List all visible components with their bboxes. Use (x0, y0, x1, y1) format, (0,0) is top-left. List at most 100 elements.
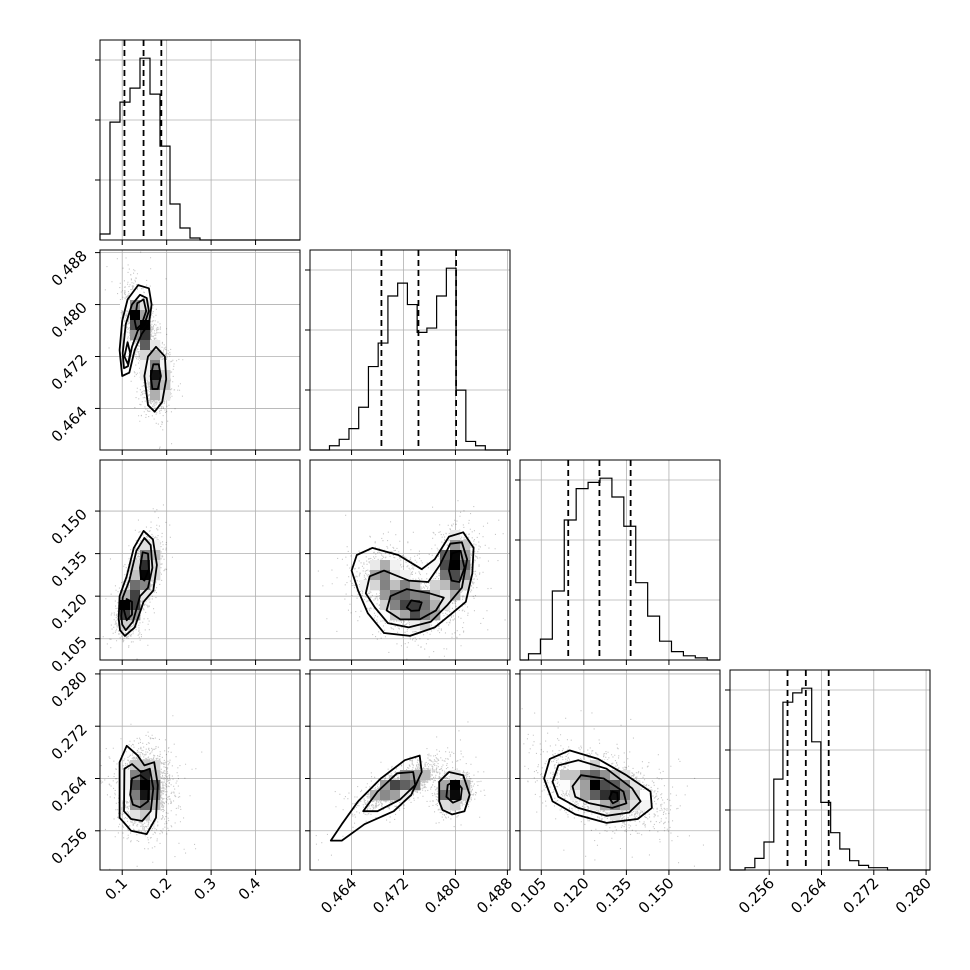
contour-1-2-1 (364, 541, 468, 629)
panel-frame-1-2 (309, 459, 511, 661)
contour-0-1-5 (149, 363, 162, 390)
x-tick-label-1-1: 0.472 (369, 874, 412, 917)
density-bin-2-3-12-6 (580, 790, 591, 801)
hist-panel-0 (95, 39, 301, 245)
density-bin-1-3-12-8 (390, 790, 401, 801)
density-bin-1-2-12-14 (450, 580, 461, 591)
pair-panel-1-2 (305, 459, 511, 665)
density-bin-0-1-7-4 (140, 320, 151, 331)
density-bin-0-3-14-4 (140, 810, 151, 821)
panel-frame-0-3 (99, 669, 301, 871)
panel-frame-2-3 (519, 669, 721, 871)
density-bin-0-1-10-4 (140, 350, 151, 361)
density-bin-2-3-11-10 (620, 780, 631, 791)
x-tick-label-1-0: 0.464 (317, 874, 360, 917)
panel-frame-0-1 (99, 249, 301, 451)
density-bin-0-2-14-3 (130, 600, 141, 611)
density-bin-2-3-12-8 (600, 790, 611, 801)
contour-1-2-3 (448, 549, 466, 583)
density-bin-0-2-12-4 (140, 580, 151, 591)
contour-2-3-2 (571, 774, 628, 809)
pair-panel-0-3 (95, 669, 301, 875)
density-bin-1-2-8-15 (460, 540, 471, 551)
contour-1-3-2 (438, 771, 471, 816)
x-tick-label-2-0: 0.105 (507, 874, 550, 917)
x-tick-label-3-2: 0.272 (840, 874, 883, 917)
density-bin-1-2-10-6 (370, 560, 381, 571)
density-bin-0-1-9-5 (150, 340, 161, 351)
density-bin-1-3-11-14 (450, 780, 461, 791)
density-bin-1-2-11-6 (370, 570, 381, 581)
x-tick-label-0-2: 0.3 (190, 874, 220, 904)
density-bin-1-2-11-15 (460, 570, 471, 581)
density-bin-2-3-12-11 (630, 790, 641, 801)
contour-0-3-1 (123, 763, 155, 822)
density-bin-1-2-15-12 (430, 610, 441, 621)
density-bin-0-2-11-4 (140, 570, 151, 581)
density-bin-0-2-8-5 (150, 540, 161, 551)
density-bin-1-2-12-12 (430, 580, 441, 591)
density-bin-0-2-13-2 (120, 590, 131, 601)
histogram-step-2 (520, 477, 720, 661)
density-bin-1-2-13-10 (410, 590, 421, 601)
contour-0-2-1 (120, 537, 154, 632)
density-bin-1-2-12-6 (370, 580, 381, 591)
y-tick-label-2-3: 0.150 (48, 505, 91, 548)
density-bin-2-3-13-9 (610, 800, 621, 811)
x-tick-label-1-3: 0.488 (473, 874, 516, 917)
density-bin-0-2-13-3 (130, 590, 141, 601)
density-bin-1-2-13-11 (420, 590, 431, 601)
x-tick-label-2-3: 0.150 (635, 874, 678, 917)
density-bin-1-3-13-14 (450, 800, 461, 811)
density-bin-0-3-9-3 (130, 760, 141, 771)
density-bin-1-2-11-7 (380, 570, 391, 581)
density-bin-2-3-10-8 (600, 770, 611, 781)
density-bin-1-2-12-8 (390, 580, 401, 591)
density-bin-1-2-15-11 (420, 610, 431, 621)
contour-2-3-0 (543, 749, 653, 824)
y-tick-label-3-3: 0.280 (48, 668, 91, 711)
contour-1-3-1 (362, 771, 417, 813)
density-bin-1-2-13-9 (400, 590, 411, 601)
density-bin-1-2-9-14 (450, 550, 461, 561)
density-bin-0-3-11-3 (130, 780, 141, 791)
density-bin-0-2-13-4 (140, 590, 151, 601)
density-bin-1-2-12-9 (400, 580, 411, 591)
density-bin-1-2-14-9 (400, 600, 411, 611)
density-bin-1-3-10-9 (400, 770, 411, 781)
density-bin-2-3-11-6 (580, 780, 591, 791)
density-bin-2-3-10-7 (590, 770, 601, 781)
density-bin-1-2-11-13 (440, 570, 451, 581)
panel-frame-0-2 (99, 459, 301, 661)
density-bin-0-3-14-5 (150, 810, 161, 821)
density-bin-1-3-10-14 (450, 770, 461, 781)
density-bin-0-3-12-5 (150, 790, 161, 801)
contour-0-1-0 (118, 284, 153, 377)
density-bins-0-3 (120, 760, 161, 821)
y-tick-label-2-1: 0.120 (48, 590, 91, 633)
contour-2-3-3 (608, 790, 619, 805)
density-bin-1-3-12-14 (450, 790, 461, 801)
density-bin-1-2-16-11 (420, 620, 431, 631)
density-bin-1-3-12-15 (460, 790, 471, 801)
density-bin-0-3-12-3 (130, 790, 141, 801)
density-bin-1-2-10-12 (430, 560, 441, 571)
density-bin-0-1-5-3 (130, 300, 141, 311)
density-bin-0-3-12-4 (140, 790, 151, 801)
y-tick-label-1-3: 0.488 (48, 247, 91, 290)
density-bin-1-3-12-13 (440, 790, 451, 801)
panel-frame-3-3 (729, 669, 931, 871)
y-tick-label-3-0: 0.256 (48, 825, 91, 868)
density-bin-2-3-9-5 (570, 760, 581, 771)
x-tick-label-3-3: 0.280 (892, 874, 935, 917)
density-bin-1-2-8-14 (450, 540, 461, 551)
density-bin-0-3-10-4 (140, 770, 151, 781)
y-tick-label-1-2: 0.480 (48, 299, 91, 342)
density-bin-0-3-11-5 (150, 780, 161, 791)
pair-panel-2-3 (515, 669, 721, 875)
density-bin-1-3-13-13 (440, 800, 451, 811)
y-tick-label-1-1: 0.472 (48, 351, 91, 394)
panel-frame-1-3 (309, 669, 511, 871)
contour-1-2-2 (385, 588, 445, 621)
